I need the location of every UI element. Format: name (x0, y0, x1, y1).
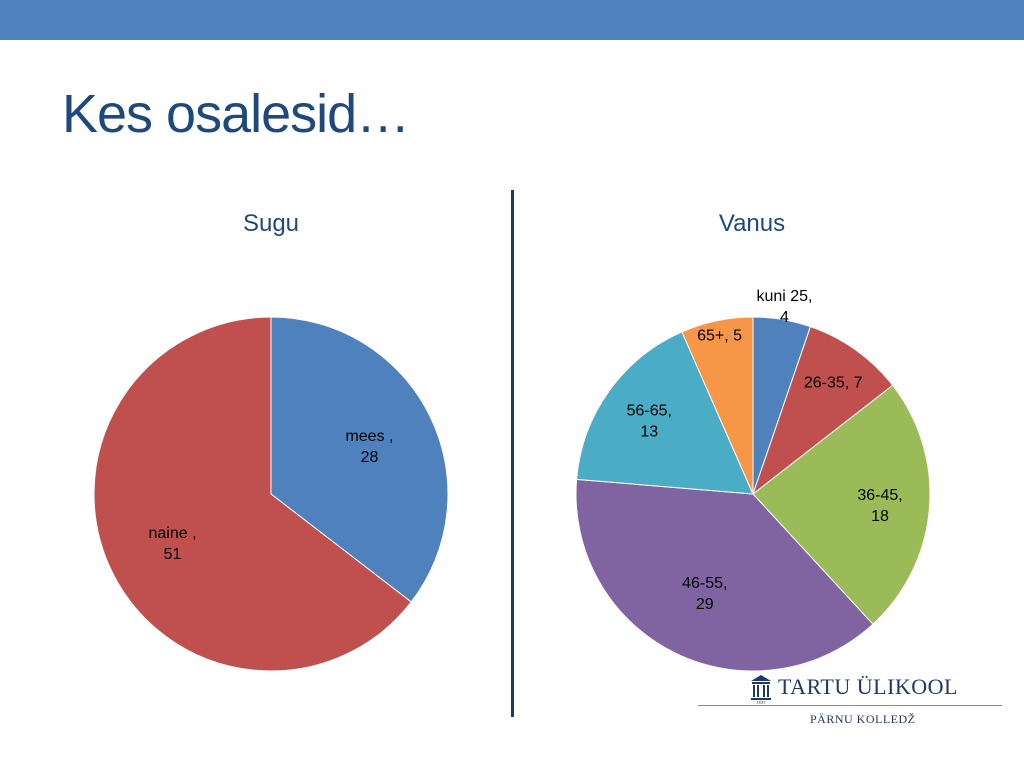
chart-title-sugu: Sugu (242, 210, 300, 237)
chart-divider (511, 190, 514, 717)
chart-title-vanus: Vanus (718, 210, 786, 237)
emblem-year: 1632 (757, 700, 767, 705)
pie-slice-56-65 (576, 331, 754, 495)
data-label-naine: naine , 51 (149, 525, 197, 563)
data-label-65-: 65+, 5 (697, 328, 742, 345)
pie-slice-36-45 (752, 384, 931, 625)
tartu-university-logo: 1632 TARTU ÜLIKOOL PÄRNU KOLLEDŽ (698, 672, 1002, 734)
logo-name: TARTU ÜLIKOOL (778, 674, 958, 699)
pie-slice-mees (270, 316, 449, 603)
data-label-mees: mees , 28 (345, 428, 393, 466)
pie-slice-46-55 (575, 478, 874, 672)
logo-divider (698, 705, 1002, 706)
pie-slice-65- (681, 316, 754, 495)
data-label-kuni-25: kuni 25, 4 (756, 288, 812, 326)
pie-slice-26-35 (751, 325, 894, 496)
data-label-36-45: 36-45, 18 (857, 487, 902, 525)
university-building-icon: 1632 (751, 675, 771, 705)
slide-title: Kes osalesid… (62, 84, 410, 144)
pie-slice-naine (93, 316, 412, 672)
data-label-56-65: 56-65, 13 (627, 402, 672, 440)
data-label-26-35: 26-35, 7 (804, 375, 863, 392)
data-label-46-55: 46-55, 29 (682, 575, 727, 613)
top-accent-bar (0, 0, 1024, 40)
logo-subtitle: PÄRNU KOLLEDŽ (810, 712, 916, 726)
